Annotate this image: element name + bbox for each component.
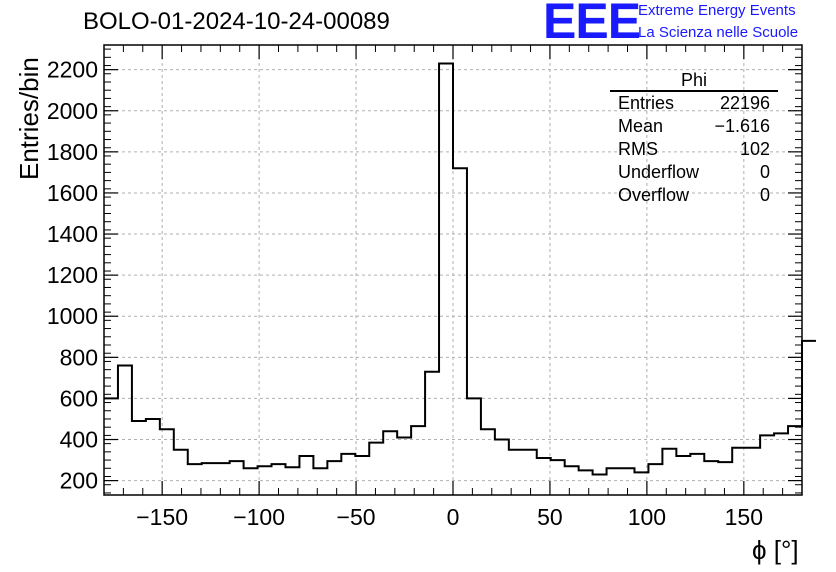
stats-title: Phi xyxy=(610,70,778,92)
y-tick-label: 1400 xyxy=(47,221,98,247)
stats-label: Entries xyxy=(618,93,675,113)
y-tick-label: 1200 xyxy=(47,262,98,288)
stats-value: 102 xyxy=(739,139,770,159)
eee-logo: EEE xyxy=(543,0,641,49)
stats-box: Phi Entries 22196 Mean −1.616 RMS 102 Under… xyxy=(610,70,778,207)
chart-title: BOLO-01-2024-10-24-00089 xyxy=(83,8,390,35)
y-tick-label: 600 xyxy=(60,385,98,411)
axis-ticks xyxy=(103,45,803,495)
x-axis-label: ϕ [°] xyxy=(752,535,799,565)
x-tick-label: −50 xyxy=(337,504,376,530)
x-tick-label: 0 xyxy=(447,504,460,530)
histogram-step-line xyxy=(104,62,816,476)
stats-row-rms: RMS 102 xyxy=(610,138,778,161)
y-tick-label: 1800 xyxy=(47,139,98,165)
y-axis-label: Entries/bin xyxy=(14,57,44,180)
stats-row-mean: Mean −1.616 xyxy=(610,115,778,138)
stats-value: 0 xyxy=(759,162,770,182)
y-tick-label: 1600 xyxy=(47,180,98,206)
x-tick-label: 100 xyxy=(628,504,666,530)
stats-row-entries: Entries 22196 xyxy=(610,92,778,115)
y-tick-label: 200 xyxy=(60,468,98,494)
stats-label: Overflow xyxy=(618,185,690,205)
stats-value: −1.616 xyxy=(714,116,770,136)
logo-subtitle-line2: La Scienza nelle Scuole xyxy=(638,24,799,41)
stats-row-overflow: Overflow 0 xyxy=(610,184,778,207)
y-tick-label: 2000 xyxy=(47,98,98,124)
y-tick-label: 2200 xyxy=(47,57,98,83)
stats-label: Mean xyxy=(618,116,664,136)
stats-label: RMS xyxy=(618,139,658,159)
stats-value: 0 xyxy=(759,185,770,205)
logo-subtitle-line1: Extreme Energy Events xyxy=(638,2,796,19)
stats-value: 22196 xyxy=(719,93,770,113)
y-tick-label: 800 xyxy=(60,344,98,370)
x-tick-label: −100 xyxy=(233,504,285,530)
x-tick-label: −150 xyxy=(136,504,188,530)
stats-label: Underflow xyxy=(618,162,700,182)
y-tick-label: 400 xyxy=(60,427,98,453)
tick-labels: −150 −100 −50 0 50 100 150 200 400 600 800 1000 1200… xyxy=(47,57,763,530)
x-tick-label: 150 xyxy=(725,504,763,530)
stats-row-underflow: Underflow 0 xyxy=(610,161,778,184)
y-tick-label: 1000 xyxy=(47,303,98,329)
x-tick-label: 50 xyxy=(537,504,563,530)
